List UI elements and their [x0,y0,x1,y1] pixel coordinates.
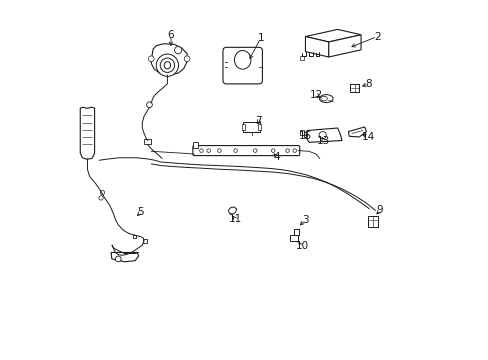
Polygon shape [80,107,94,159]
Polygon shape [111,252,139,262]
Ellipse shape [160,58,174,72]
Text: 10: 10 [295,241,308,251]
FancyBboxPatch shape [192,145,299,156]
Bar [367,216,377,226]
Text: 1: 1 [257,33,264,43]
Bar [350,84,359,92]
Bar [300,130,303,135]
Circle shape [253,149,257,152]
Circle shape [100,190,104,195]
Circle shape [115,256,121,262]
Bar [142,239,146,243]
Bar [243,122,260,132]
Circle shape [217,149,221,152]
Text: 15: 15 [298,131,311,141]
Circle shape [319,132,325,139]
Bar [293,229,299,235]
Polygon shape [305,37,328,57]
Text: 11: 11 [228,215,242,224]
Bar [132,234,136,238]
Ellipse shape [164,62,170,69]
Bar [242,124,244,130]
Text: 8: 8 [364,79,371,89]
Bar [144,139,151,144]
Bar [299,56,304,60]
Circle shape [271,149,274,152]
Circle shape [292,149,296,152]
Text: 12: 12 [309,90,322,100]
Circle shape [199,149,203,152]
Text: 6: 6 [167,30,174,40]
Bar [258,124,261,130]
Text: 2: 2 [373,32,380,41]
Circle shape [285,149,289,152]
Ellipse shape [234,50,250,69]
Circle shape [146,102,152,108]
Text: 3: 3 [302,215,308,225]
Text: 9: 9 [376,206,383,216]
Text: 13: 13 [316,136,329,145]
Text: 14: 14 [361,132,374,142]
Text: 4: 4 [273,152,280,162]
Ellipse shape [320,96,326,101]
Circle shape [233,149,237,152]
Circle shape [174,46,182,54]
Circle shape [184,56,190,62]
Ellipse shape [319,95,332,103]
Circle shape [206,149,210,152]
Bar [290,235,297,241]
Bar [303,132,306,136]
Polygon shape [228,207,236,214]
Polygon shape [328,35,360,57]
Polygon shape [151,44,187,75]
Text: 5: 5 [137,207,143,217]
FancyBboxPatch shape [223,47,262,84]
Circle shape [148,56,154,62]
Polygon shape [348,127,366,137]
Ellipse shape [156,54,178,76]
Circle shape [99,196,103,200]
Polygon shape [305,30,360,42]
Bar [192,142,198,148]
Polygon shape [305,128,341,142]
Text: 7: 7 [255,116,262,126]
